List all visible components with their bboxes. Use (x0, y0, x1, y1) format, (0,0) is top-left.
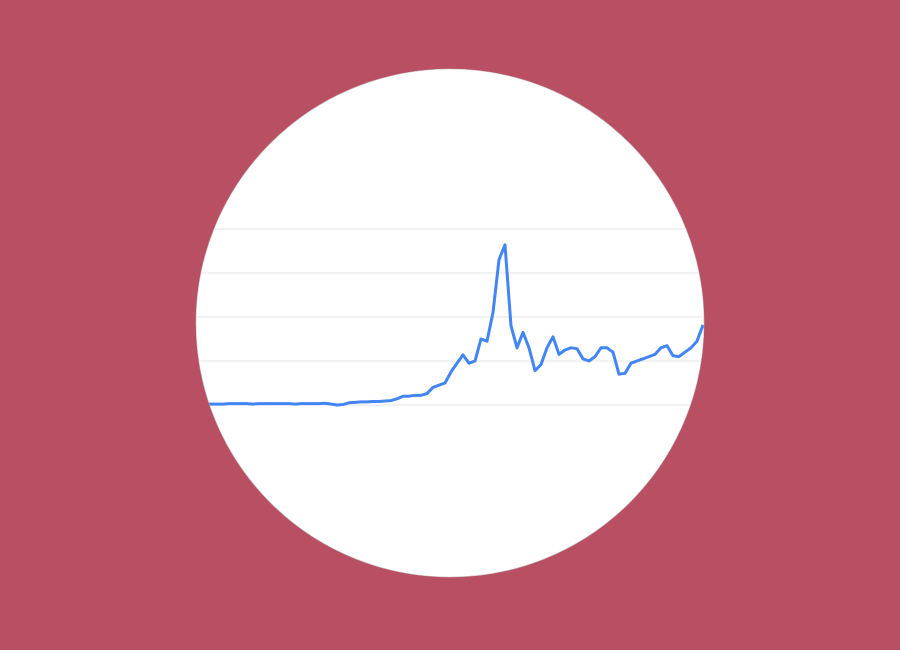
chart (196, 228, 704, 407)
data-line (205, 243, 704, 407)
circle-frame (195, 68, 705, 578)
